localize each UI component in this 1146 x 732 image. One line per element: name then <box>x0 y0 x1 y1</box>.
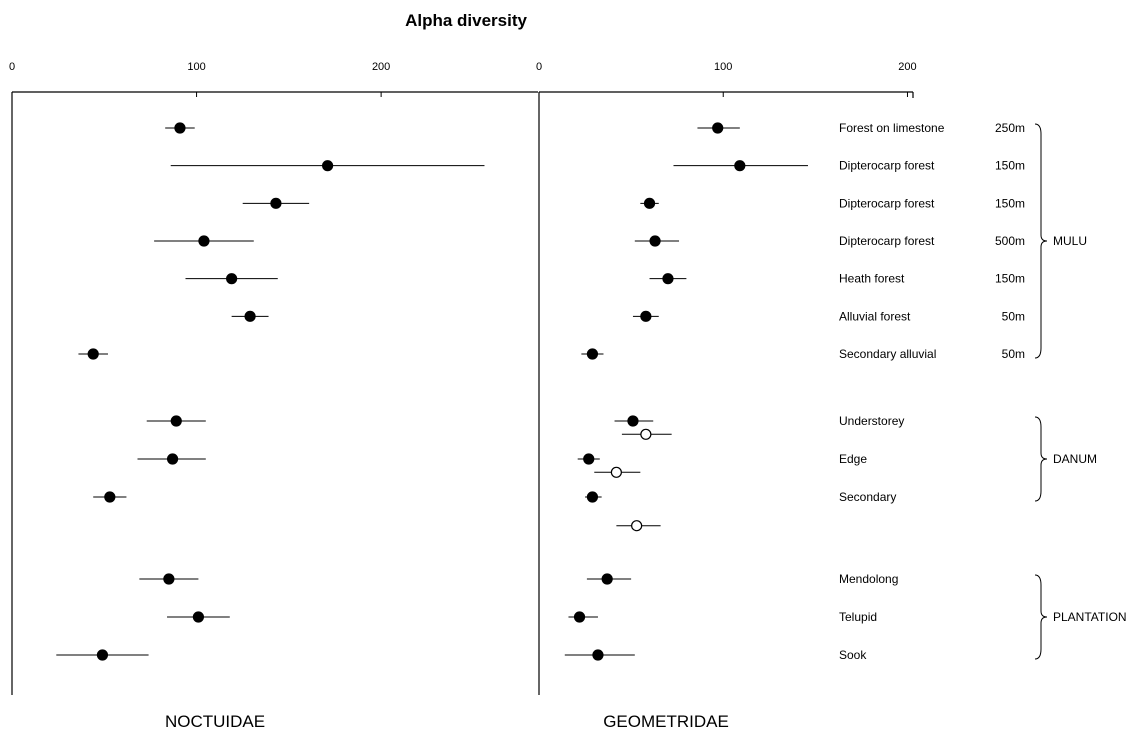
data-point <box>270 197 282 209</box>
data-point <box>583 453 595 465</box>
group-label: PLANTATION <box>1053 610 1127 624</box>
site-elevation: 150m <box>995 159 1025 173</box>
x-tick-label: 0 <box>536 61 542 73</box>
data-point <box>163 573 175 585</box>
data-point <box>601 573 613 585</box>
data-point <box>586 491 599 503</box>
data-point <box>244 310 256 322</box>
site-label: Heath forest <box>839 272 905 286</box>
data-point <box>170 415 182 427</box>
x-tick-label: 200 <box>898 61 916 73</box>
data-point-open <box>610 466 622 478</box>
chart-title: Alpha diversity <box>405 11 527 30</box>
site-label: Edge <box>839 452 867 466</box>
site-label: Forest on limestone <box>839 121 945 135</box>
site-label: Dipterocarp forest <box>839 159 935 173</box>
site-labels: Forest on limestone 250m Dipterocarp fores… <box>839 121 1025 662</box>
data-point <box>96 649 109 661</box>
x-tick-label: 100 <box>714 61 732 73</box>
data-point <box>322 160 334 172</box>
site-label: Sook <box>839 648 867 662</box>
data-point-open <box>631 520 643 532</box>
x-tick-label: 0 <box>9 61 15 73</box>
panel-label: NOCTUIDAE <box>165 712 265 731</box>
data-point <box>712 122 724 134</box>
site-elevation: 50m <box>1002 309 1025 323</box>
data-point <box>586 348 599 360</box>
data-point <box>174 122 186 134</box>
data-point <box>192 611 205 623</box>
site-label: Dipterocarp forest <box>839 196 935 210</box>
data-point-open <box>640 428 652 440</box>
group-label: DANUM <box>1053 452 1097 466</box>
site-elevation: 50m <box>1002 347 1025 361</box>
site-elevation: 500m <box>995 234 1025 248</box>
data-point <box>592 649 604 661</box>
panel-geometridae: 0 100 200 GEOMETRIDAE <box>536 61 917 731</box>
site-elevation: 150m <box>995 272 1025 286</box>
panel-label: GEOMETRIDAE <box>603 712 729 731</box>
panels: 0 100 200 NOCTUIDAE 0 100 200 GEOMETRIDAE <box>9 61 917 731</box>
x-tick-label: 200 <box>372 61 390 73</box>
site-label: Alluvial forest <box>839 309 911 323</box>
group-brace <box>1034 574 1048 660</box>
group-labels: MULU DANUM PLANTATION <box>1034 123 1127 660</box>
site-elevation: 250m <box>995 121 1025 135</box>
group-label: MULU <box>1053 234 1087 248</box>
data-point <box>573 611 586 623</box>
data-point <box>226 273 238 285</box>
data-point <box>198 235 210 247</box>
group-brace <box>1034 416 1048 502</box>
data-point <box>649 235 661 247</box>
data-point <box>104 491 116 503</box>
site-label: Mendolong <box>839 572 898 586</box>
data-point <box>643 197 656 209</box>
data-point <box>166 453 179 465</box>
data-point <box>640 310 652 322</box>
x-tick-label: 100 <box>187 61 205 73</box>
panel-noctuidae: 0 100 200 NOCTUIDAE <box>9 61 538 731</box>
site-label: Dipterocarp forest <box>839 234 935 248</box>
site-label: Secondary <box>839 490 896 504</box>
data-point <box>627 415 639 427</box>
site-label: Secondary alluvial <box>839 347 936 361</box>
site-elevation: 150m <box>995 196 1025 210</box>
group-brace <box>1034 123 1048 359</box>
site-label: Understorey <box>839 414 904 428</box>
data-point <box>87 348 99 360</box>
site-label: Telupid <box>839 610 877 624</box>
data-point <box>662 273 674 285</box>
data-point <box>734 160 746 172</box>
